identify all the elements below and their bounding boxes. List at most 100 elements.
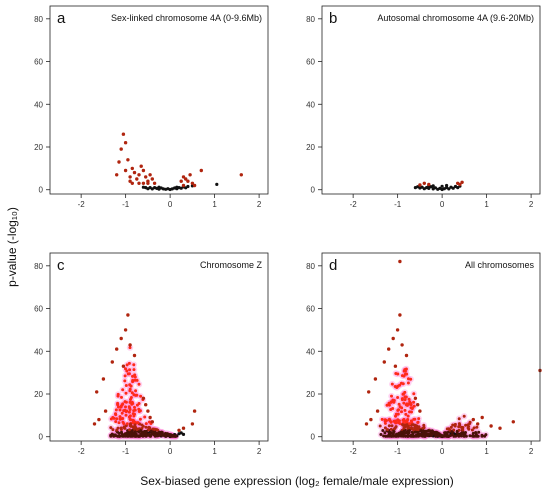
sig-point xyxy=(391,336,395,341)
data-point xyxy=(121,388,125,392)
plot-frame xyxy=(49,5,269,195)
data-point xyxy=(417,434,420,438)
data-point xyxy=(397,419,401,423)
data-point xyxy=(397,431,401,435)
sig-point xyxy=(119,336,123,341)
data-point xyxy=(470,428,474,432)
data-point xyxy=(408,400,412,404)
data-point xyxy=(390,382,394,386)
sig-point xyxy=(121,132,126,136)
panel-letter: b xyxy=(329,10,337,27)
data-point xyxy=(464,423,468,427)
data-point xyxy=(147,433,150,437)
sig-point xyxy=(101,377,106,381)
data-point xyxy=(468,420,472,424)
data-point xyxy=(402,392,405,396)
cluster-points xyxy=(378,367,451,438)
x-tick-label: 0 xyxy=(440,200,445,209)
panel-letter: a xyxy=(57,10,66,27)
data-point xyxy=(468,434,472,438)
data-point xyxy=(128,431,132,435)
data-point xyxy=(127,372,131,376)
sig-point xyxy=(103,409,108,413)
data-point xyxy=(129,384,133,388)
data-point xyxy=(117,431,121,435)
data-point xyxy=(124,410,128,414)
data-point xyxy=(127,361,131,365)
data-point xyxy=(125,422,129,426)
x-tick-label: 0 xyxy=(168,200,173,209)
data-point xyxy=(125,363,129,367)
y-tick-label: 20 xyxy=(34,390,43,399)
data-point xyxy=(160,432,164,436)
sig-points xyxy=(364,259,542,430)
sig-point xyxy=(460,180,464,184)
data-point xyxy=(402,374,406,378)
data-point xyxy=(135,378,139,382)
data-point xyxy=(153,427,156,431)
data-point xyxy=(379,433,383,436)
data-point xyxy=(462,414,466,418)
data-point xyxy=(125,431,129,435)
data-point xyxy=(387,424,391,428)
panel-title: Sex-linked chromosome 4A (0-9.6Mb) xyxy=(111,13,262,23)
sig-point xyxy=(130,181,134,185)
sig-point xyxy=(511,420,515,424)
nonsig-points xyxy=(413,183,462,192)
sig-point xyxy=(398,259,402,264)
data-point xyxy=(109,426,113,430)
data-point xyxy=(168,433,172,437)
sig-point xyxy=(480,415,484,420)
data-point xyxy=(426,429,430,433)
data-point xyxy=(403,369,407,373)
sig-point xyxy=(132,170,137,175)
data-point xyxy=(120,411,124,415)
y-tick-label: 60 xyxy=(34,305,43,314)
data-point xyxy=(475,425,479,429)
data-point xyxy=(394,372,398,375)
x-tick-label: 2 xyxy=(257,447,262,456)
data-point xyxy=(117,434,121,438)
y-tick-label: 80 xyxy=(34,262,43,271)
data-point xyxy=(378,424,382,428)
y-tick-label: 0 xyxy=(39,186,44,195)
sig-point xyxy=(144,175,148,179)
data-point xyxy=(436,433,440,437)
data-point xyxy=(389,400,393,404)
data-point xyxy=(135,403,139,407)
data-point xyxy=(457,434,461,438)
data-point xyxy=(124,405,127,409)
sig-point xyxy=(404,353,409,358)
sig-point xyxy=(184,177,188,181)
nonsig-point xyxy=(186,184,190,189)
data-point xyxy=(117,421,121,425)
sig-point xyxy=(128,343,132,347)
data-point xyxy=(123,400,127,404)
data-point xyxy=(136,421,140,425)
x-tick-label: 1 xyxy=(484,200,489,209)
data-point xyxy=(137,382,141,386)
y-tick-label: 0 xyxy=(311,186,316,195)
cluster-points xyxy=(438,414,488,438)
x-tick-label: -1 xyxy=(394,447,402,456)
sig-point xyxy=(92,422,97,426)
y-tick-label: 40 xyxy=(34,347,43,356)
sig-point xyxy=(498,426,502,430)
x-tick-label: 0 xyxy=(168,447,173,456)
data-point xyxy=(406,432,410,436)
sig-point xyxy=(181,183,186,188)
data-point xyxy=(458,423,462,427)
sig-point xyxy=(115,173,119,177)
plot-frame xyxy=(321,252,541,442)
x-tick-label: 0 xyxy=(440,447,445,456)
data-point xyxy=(404,412,408,416)
data-point xyxy=(135,428,139,431)
data-point xyxy=(401,434,405,438)
data-point xyxy=(134,393,138,397)
data-point xyxy=(391,398,395,402)
nonsig-point xyxy=(447,187,451,191)
data-point xyxy=(421,434,425,438)
data-point xyxy=(120,434,124,438)
x-tick-label: 1 xyxy=(212,200,217,209)
